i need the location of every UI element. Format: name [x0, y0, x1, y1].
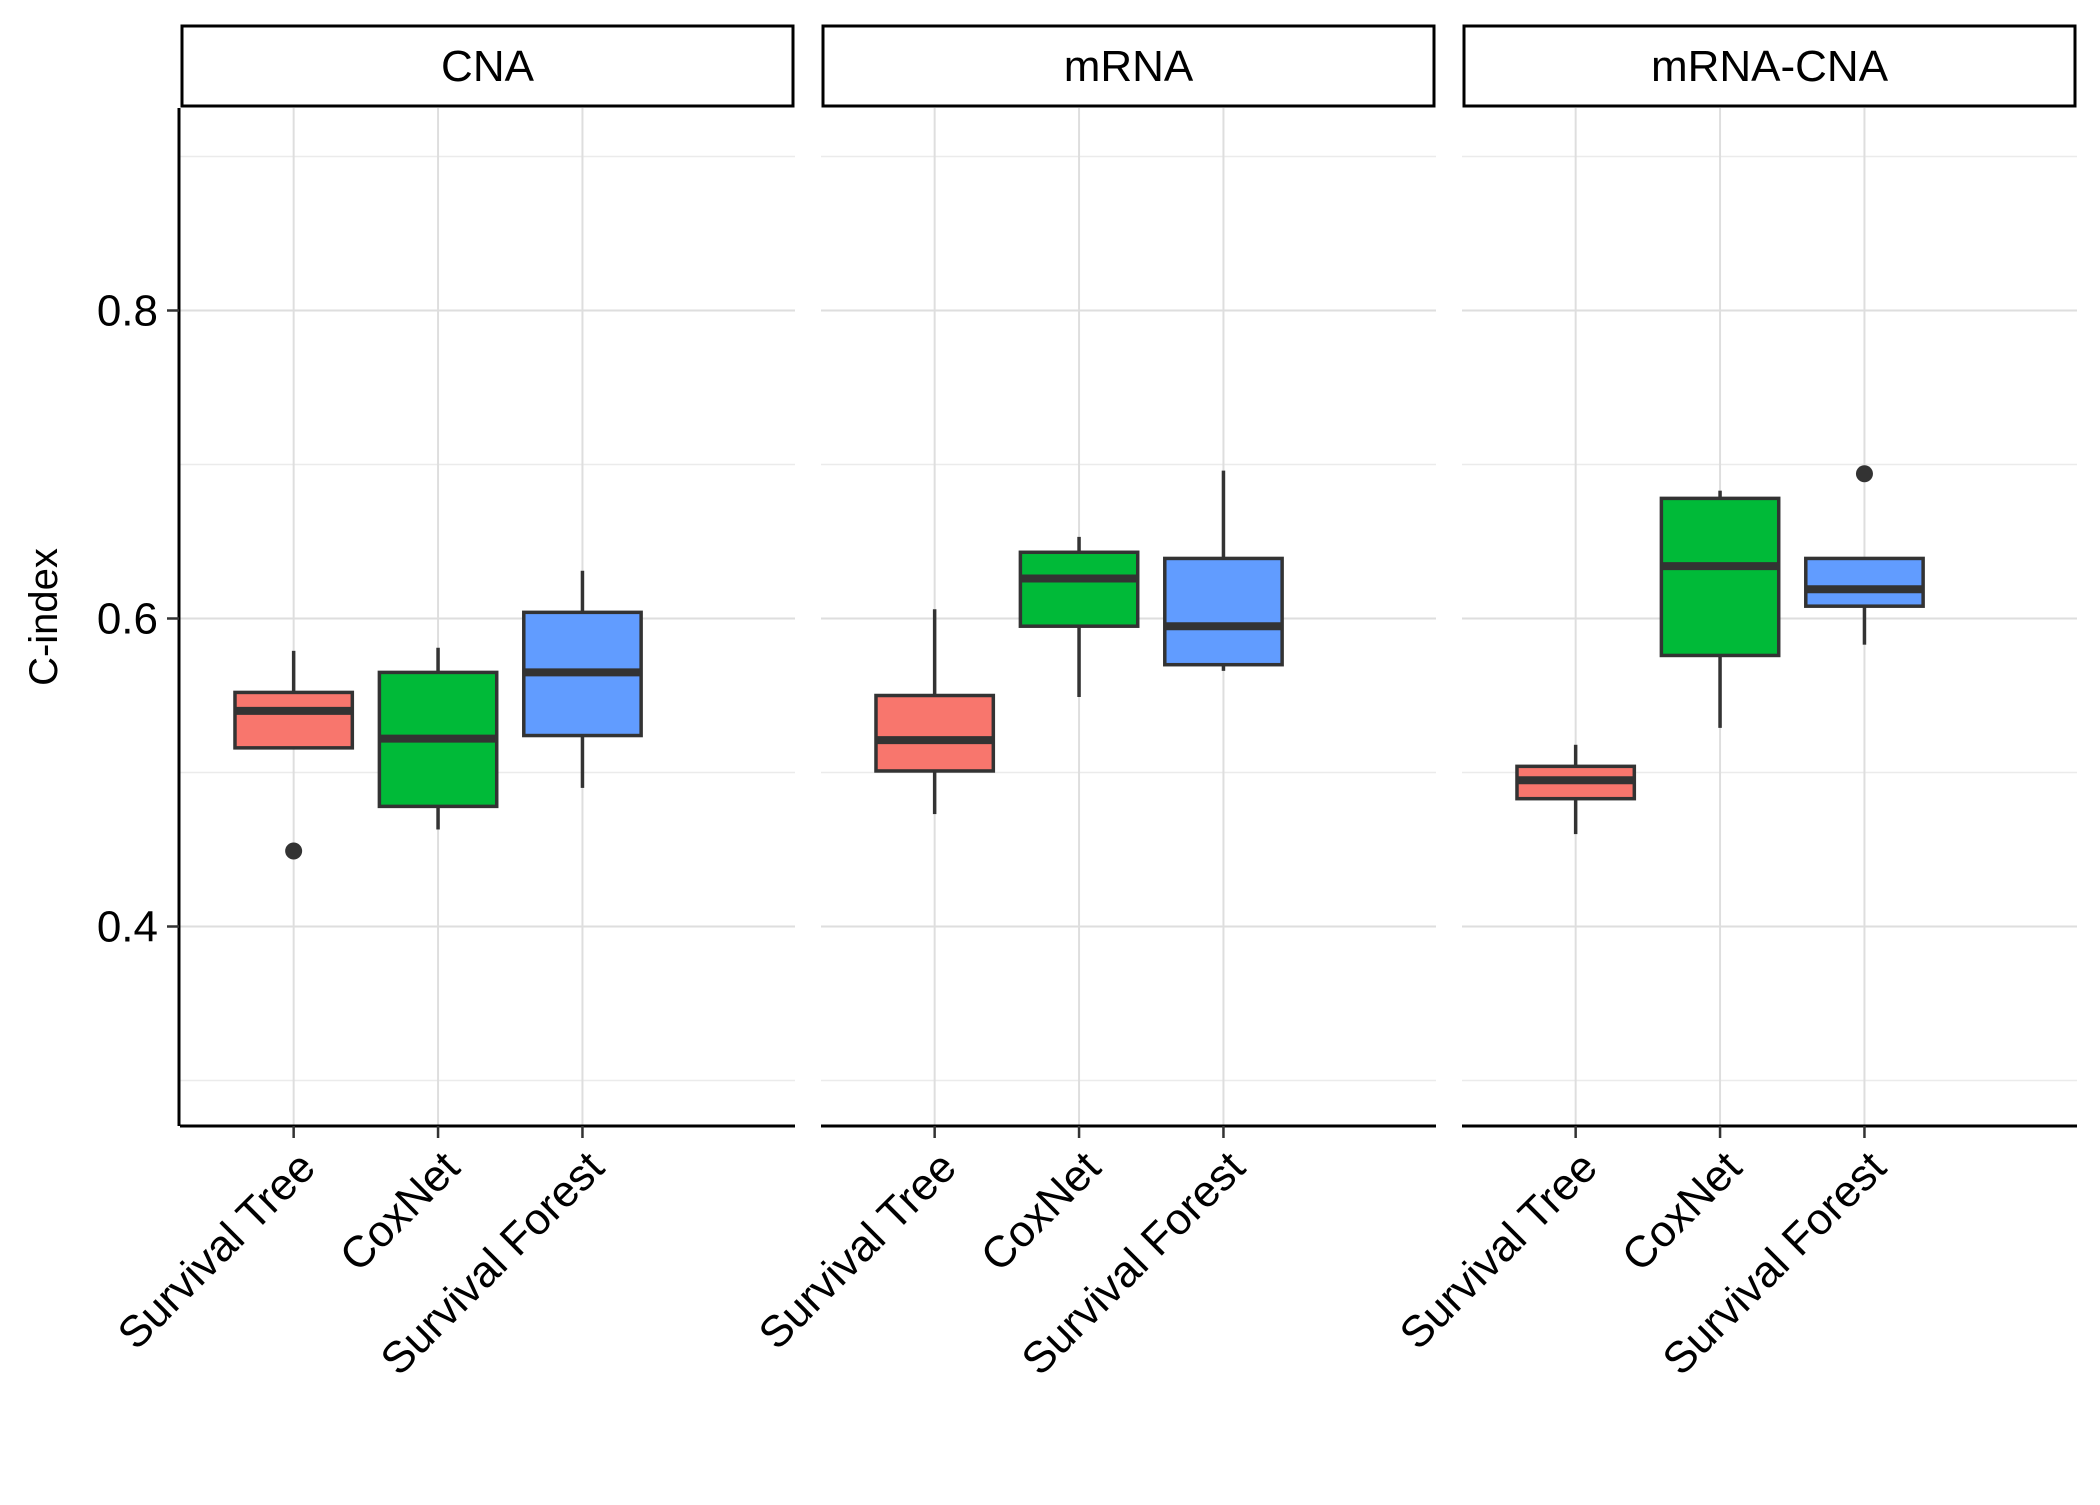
panel-strip-header [821, 24, 1436, 108]
x-tick-label: Survival Tree [750, 1142, 966, 1358]
box-survival-tree [874, 609, 996, 815]
outlier-point [285, 842, 303, 860]
box-iqr [874, 693, 996, 773]
panel-title: mRNA-CNA [1651, 42, 1889, 91]
box-iqr [1018, 550, 1140, 628]
box-iqr [1659, 496, 1781, 658]
outlier-point [1855, 465, 1873, 483]
box-survival-tree [1515, 744, 1637, 835]
x-tick-label: Survival Tree [1391, 1142, 1607, 1358]
y-axis-title: C-index [22, 548, 66, 686]
box-survival-forest [1163, 470, 1284, 671]
box-iqr [233, 690, 355, 750]
y-tick-label: 0.4 [97, 903, 158, 952]
panel-strip-header [1462, 24, 2077, 108]
box-coxnet [1659, 490, 1781, 728]
box-survival-forest [522, 570, 643, 788]
x-tick-label: CoxNet [1613, 1142, 1751, 1280]
box-survival-tree [233, 650, 355, 860]
x-tick-label: CoxNet [972, 1142, 1110, 1280]
x-tick-label: CoxNet [331, 1142, 469, 1280]
box-coxnet [1018, 536, 1140, 698]
panel-title: CNA [441, 42, 535, 91]
box-survival-forest [1804, 465, 1925, 645]
panel-strip-header [180, 24, 795, 108]
box-iqr [1163, 556, 1284, 667]
x-tick-label: Survival Tree [109, 1142, 325, 1358]
panel-title: mRNA [1064, 42, 1194, 91]
y-tick-label: 0.6 [97, 595, 158, 644]
box-iqr [1804, 556, 1925, 608]
y-tick-label: 0.8 [97, 287, 158, 336]
box-coxnet [377, 647, 499, 830]
